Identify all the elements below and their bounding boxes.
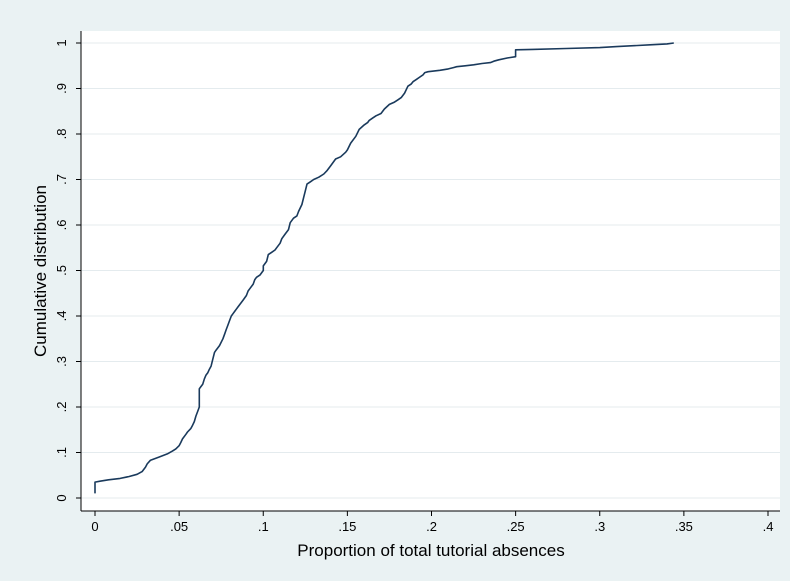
series (94, 42, 674, 494)
y-tick-label: .6 (54, 220, 69, 231)
y-tick-label: .9 (54, 83, 69, 94)
y-tick-label: 1 (54, 39, 69, 46)
cdf-series-line (94, 42, 674, 494)
gridlines (81, 42, 780, 499)
x-axis-title: Proportion of total tutorial absences (297, 541, 564, 560)
x-tick-label: .25 (507, 519, 525, 534)
y-tick-label: .5 (54, 265, 69, 276)
x-tick-label: .1 (258, 519, 269, 534)
y-tick-label: .7 (54, 174, 69, 185)
y-tick-label: .2 (54, 402, 69, 413)
tick-labels: 0 .1 .2 .3 .4 .5 .6 .7 .8 .9 1 0 .05 .1 .15 .2 .25 .3 .35.… (54, 39, 773, 534)
x-tick-label: .15 (338, 519, 356, 534)
y-tick-label: .3 (54, 356, 69, 367)
x-tick-label: .2 (426, 519, 437, 534)
y-axis-title: Cumulative distribution (31, 185, 50, 357)
axes (76, 31, 780, 516)
x-tick-label: .05 (170, 519, 188, 534)
x-tick-label: .3 (594, 519, 605, 534)
x-tick-label: .35 (675, 519, 693, 534)
y-tick-label: .8 (54, 129, 69, 140)
y-tick-label: 0 (54, 494, 69, 501)
y-tick-label: .4 (54, 311, 69, 322)
y-tick-label: .1 (54, 447, 69, 458)
x-tick-label: .4 (763, 519, 774, 534)
x-tick-label: 0 (91, 519, 98, 534)
